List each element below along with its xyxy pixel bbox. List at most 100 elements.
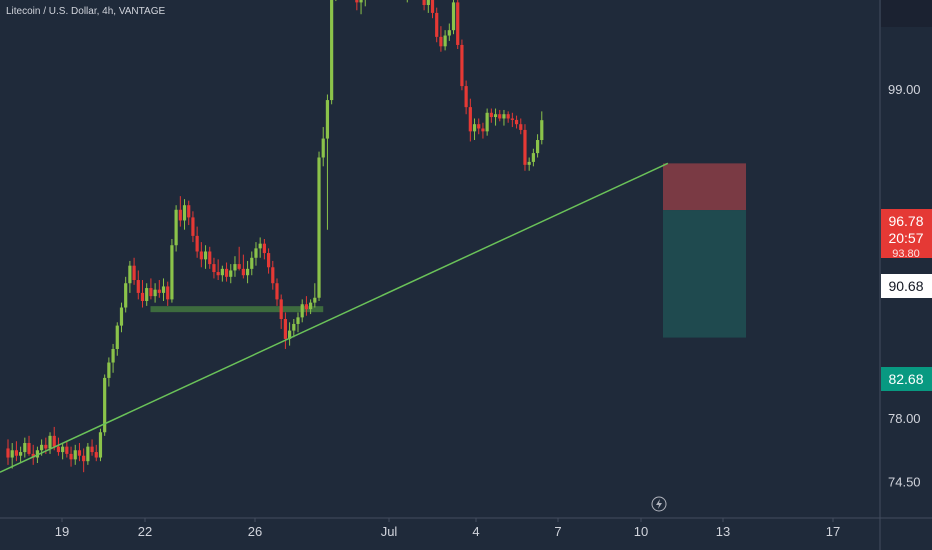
candle xyxy=(447,23,451,41)
candle-body xyxy=(422,0,426,6)
candle-body xyxy=(430,0,435,13)
candle-body xyxy=(166,286,170,300)
candle xyxy=(489,108,493,123)
candle xyxy=(330,0,334,105)
candle xyxy=(472,118,477,141)
target-price-tag xyxy=(881,367,932,391)
candle-body xyxy=(262,243,266,254)
candle-body xyxy=(19,452,23,456)
candle-body xyxy=(237,264,241,269)
candle xyxy=(460,39,464,91)
candle xyxy=(321,127,325,167)
candle-body xyxy=(94,452,98,458)
candle xyxy=(266,248,271,274)
candle xyxy=(119,302,124,333)
candle-body xyxy=(426,0,430,6)
candle xyxy=(426,0,430,13)
candle-body xyxy=(439,36,443,47)
candle-body xyxy=(355,0,359,3)
candle xyxy=(439,26,443,52)
last-price-label: 96.78 xyxy=(888,213,923,229)
candle xyxy=(178,196,182,227)
candle-body xyxy=(317,157,321,298)
candle-body xyxy=(220,268,224,276)
candle-body xyxy=(14,450,19,456)
candle xyxy=(128,260,132,293)
x-tick-label: 26 xyxy=(248,524,262,539)
candle xyxy=(73,444,77,465)
candle xyxy=(174,205,178,252)
candle xyxy=(498,109,502,122)
candle-body xyxy=(161,286,166,293)
candle-body xyxy=(451,2,456,31)
candle xyxy=(313,283,317,308)
candle xyxy=(98,428,103,462)
candle xyxy=(107,357,111,387)
candle xyxy=(69,446,73,467)
candle xyxy=(527,157,531,171)
entry-price-label: 90.68 xyxy=(888,278,923,294)
candle xyxy=(510,112,514,128)
candle xyxy=(456,0,460,50)
support-line-group[interactable] xyxy=(150,306,324,313)
target-price-label: 82.68 xyxy=(888,371,923,387)
candle-body xyxy=(464,86,468,108)
candle-body xyxy=(140,292,145,302)
candle-body xyxy=(498,114,502,119)
candle xyxy=(161,278,166,302)
candle-body xyxy=(115,325,119,349)
candle xyxy=(115,322,119,356)
candle-body xyxy=(82,455,86,462)
candle-body xyxy=(485,112,489,132)
candle-body xyxy=(90,446,94,453)
last-price-tag xyxy=(881,209,932,258)
candle-body xyxy=(136,280,140,293)
x-tick-label: 22 xyxy=(138,524,152,539)
candle-body xyxy=(313,297,317,303)
candle xyxy=(170,238,174,303)
candle-body xyxy=(523,129,527,165)
candle-body xyxy=(292,323,296,331)
candle-body xyxy=(245,268,250,276)
candle-body xyxy=(325,100,330,139)
candle xyxy=(82,448,86,473)
candle xyxy=(94,444,98,462)
position-zones[interactable] xyxy=(663,163,746,338)
candle xyxy=(254,242,258,266)
candle xyxy=(485,108,489,136)
support-line xyxy=(150,306,324,313)
candle xyxy=(250,251,254,276)
candle xyxy=(212,257,216,279)
x-tick-label: 17 xyxy=(826,524,840,539)
candle xyxy=(296,312,300,333)
candle xyxy=(430,0,435,19)
candle xyxy=(111,343,115,373)
x-axis-labels: 19 22 26 Jul 4 7 10 13 17 xyxy=(55,518,840,539)
x-tick-label: 7 xyxy=(554,524,561,539)
candle xyxy=(535,134,540,158)
countdown-label: 20:57 xyxy=(888,230,923,246)
candle xyxy=(502,109,506,126)
candle xyxy=(493,108,498,126)
take-profit-zone xyxy=(663,210,746,338)
trendline-group[interactable] xyxy=(0,162,669,473)
candle-body xyxy=(10,450,14,458)
entry-price-tag xyxy=(881,274,932,298)
lightning-icon[interactable] xyxy=(651,496,667,512)
candle-body xyxy=(35,450,40,458)
candle xyxy=(86,443,90,465)
price-axis[interactable] xyxy=(880,0,932,518)
candle xyxy=(103,374,107,436)
candle xyxy=(283,312,287,349)
candle xyxy=(309,299,313,315)
candle xyxy=(199,242,203,268)
candle xyxy=(519,118,523,135)
candle-body xyxy=(86,446,90,462)
candle xyxy=(422,0,426,11)
candle xyxy=(140,280,145,308)
candle xyxy=(136,270,140,300)
candle-body xyxy=(132,265,136,281)
candle xyxy=(540,111,544,145)
